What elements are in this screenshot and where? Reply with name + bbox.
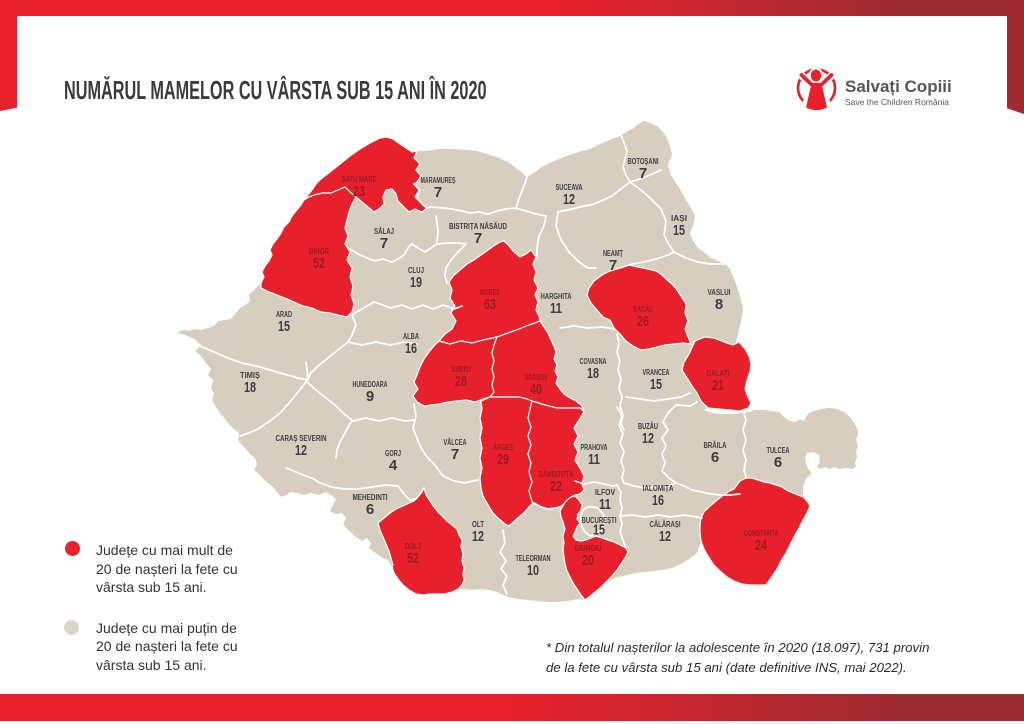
svg-text:12: 12	[472, 528, 484, 545]
svg-text:MUREȘ: MUREȘ	[480, 288, 500, 297]
svg-text:18: 18	[587, 365, 599, 382]
svg-text:CĂLĂRAȘI: CĂLĂRAȘI	[650, 520, 681, 529]
svg-text:6: 6	[366, 501, 374, 518]
svg-text:7: 7	[451, 446, 459, 463]
svg-text:VASLUI: VASLUI	[708, 288, 731, 297]
svg-text:BUCUREȘTI: BUCUREȘTI	[582, 516, 617, 525]
svg-text:7: 7	[639, 165, 647, 182]
svg-text:52: 52	[313, 255, 325, 272]
svg-text:12: 12	[642, 430, 654, 447]
svg-text:BACĂU: BACĂU	[633, 305, 653, 314]
svg-text:6: 6	[774, 454, 782, 471]
svg-text:IALOMIȚA: IALOMIȚA	[643, 484, 674, 493]
svg-text:BRAȘOV: BRAȘOV	[525, 373, 548, 382]
svg-text:OLT: OLT	[472, 520, 484, 529]
svg-text:DOLJ: DOLJ	[405, 542, 421, 551]
svg-text:ARGEȘ: ARGEȘ	[493, 443, 513, 452]
svg-text:4: 4	[389, 457, 398, 474]
svg-text:24: 24	[755, 537, 767, 554]
svg-text:19: 19	[410, 274, 422, 291]
svg-text:40: 40	[530, 381, 542, 398]
svg-text:BIHOR: BIHOR	[309, 247, 329, 256]
svg-text:23: 23	[353, 183, 365, 200]
svg-text:BOTOȘANI: BOTOȘANI	[628, 157, 659, 166]
svg-text:BUZĂU: BUZĂU	[638, 422, 658, 431]
svg-text:7: 7	[434, 184, 442, 201]
svg-text:TELEORMAN: TELEORMAN	[516, 554, 551, 563]
svg-text:16: 16	[405, 340, 417, 357]
svg-text:15: 15	[593, 522, 605, 539]
svg-text:18: 18	[244, 379, 256, 396]
svg-text:29: 29	[497, 451, 509, 468]
svg-text:PRAHOVA: PRAHOVA	[581, 443, 608, 452]
svg-text:12: 12	[659, 528, 671, 545]
svg-text:52: 52	[407, 550, 419, 567]
svg-text:9: 9	[366, 388, 374, 405]
svg-text:TULCEA: TULCEA	[767, 446, 790, 455]
svg-text:SĂLAJ: SĂLAJ	[374, 227, 394, 236]
svg-text:11: 11	[588, 451, 600, 468]
svg-text:8: 8	[715, 296, 723, 313]
svg-text:ARAD: ARAD	[276, 310, 292, 319]
svg-text:HARGHITA: HARGHITA	[541, 292, 572, 301]
svg-text:BISTRIȚA NĂSĂUD: BISTRIȚA NĂSĂUD	[449, 222, 507, 231]
svg-text:GALAȚI: GALAȚI	[707, 369, 730, 378]
svg-text:12: 12	[295, 442, 307, 459]
svg-text:7: 7	[380, 235, 388, 252]
svg-text:NEAMȚ: NEAMȚ	[603, 249, 623, 258]
svg-text:15: 15	[278, 318, 290, 335]
svg-text:TIMIȘ: TIMIȘ	[240, 371, 261, 380]
svg-text:SUCEAVA: SUCEAVA	[556, 183, 583, 192]
svg-text:15: 15	[673, 222, 685, 239]
svg-text:CONSTANTA: CONSTANTA	[744, 529, 779, 538]
svg-text:15: 15	[650, 376, 662, 393]
svg-text:26: 26	[637, 313, 649, 330]
svg-text:BRĂILA: BRĂILA	[704, 441, 727, 450]
svg-text:ILFOV: ILFOV	[595, 488, 616, 497]
svg-text:CLUJ: CLUJ	[408, 266, 424, 275]
svg-text:6: 6	[711, 449, 719, 466]
svg-text:11: 11	[599, 496, 611, 513]
svg-text:12: 12	[563, 191, 575, 208]
svg-text:COVASNA: COVASNA	[580, 357, 607, 366]
svg-text:MEHEDINTI: MEHEDINTI	[353, 493, 388, 502]
svg-text:CARAȘ SEVERIN: CARAȘ SEVERIN	[276, 434, 327, 443]
svg-text:SATU MARE: SATU MARE	[342, 175, 377, 184]
svg-text:VÂLCEA: VÂLCEA	[444, 438, 467, 447]
svg-text:MARAMUREȘ: MARAMUREȘ	[421, 176, 456, 185]
svg-text:11: 11	[550, 300, 562, 317]
svg-text:16: 16	[652, 492, 664, 509]
svg-text:22: 22	[550, 478, 562, 495]
svg-text:7: 7	[609, 257, 617, 274]
svg-text:21: 21	[712, 377, 724, 394]
svg-text:28: 28	[455, 373, 467, 390]
svg-text:DÂMBOVIȚA: DÂMBOVIȚA	[539, 470, 574, 479]
svg-text:GORJ: GORJ	[385, 449, 401, 458]
svg-text:63: 63	[484, 296, 496, 313]
svg-text:GIURGIU: GIURGIU	[575, 544, 602, 553]
svg-text:HUNEDOARA: HUNEDOARA	[353, 380, 388, 389]
svg-text:SIBIU: SIBIU	[451, 365, 471, 374]
svg-text:ALBA: ALBA	[403, 332, 419, 341]
svg-text:10: 10	[527, 562, 539, 579]
svg-text:20: 20	[582, 552, 594, 569]
svg-text:IAȘI: IAȘI	[671, 214, 687, 223]
svg-text:VRANCEA: VRANCEA	[643, 368, 670, 377]
svg-text:7: 7	[474, 230, 482, 247]
